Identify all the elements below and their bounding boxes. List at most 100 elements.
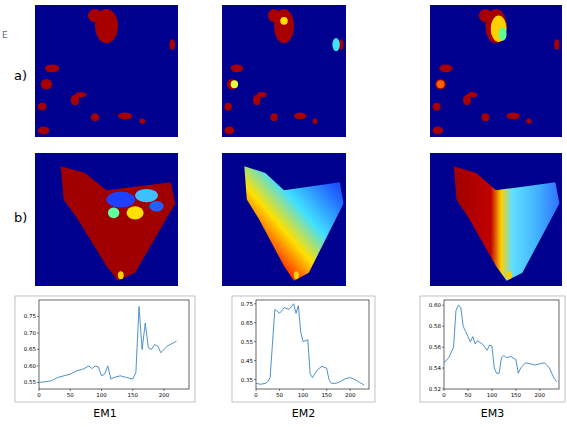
- map-region: [554, 39, 559, 50]
- tick: [37, 365, 39, 366]
- tick-label: 0.65: [241, 320, 254, 326]
- map-region: [294, 271, 299, 279]
- tick: [491, 389, 492, 391]
- tick-label: 200: [159, 392, 170, 398]
- row-label: b): [14, 210, 27, 225]
- map-region: [88, 9, 102, 22]
- chart-title: EM1: [93, 407, 116, 420]
- tick: [279, 389, 280, 391]
- map-region: [224, 126, 234, 134]
- map-region: [270, 113, 277, 121]
- tick-label: 0.65: [24, 346, 37, 352]
- panel-letter: E: [2, 30, 8, 40]
- map-region: [491, 16, 507, 42]
- tick: [444, 389, 445, 391]
- abundance-map: [222, 153, 346, 286]
- tick: [132, 389, 133, 391]
- tick: [442, 305, 444, 306]
- map-region: [268, 9, 280, 22]
- row-label: a): [14, 68, 27, 83]
- map-region: [499, 27, 507, 40]
- series-line: [256, 304, 364, 385]
- tick-label: 150: [321, 392, 332, 398]
- tick-label: 0.35: [241, 377, 254, 383]
- series-group: [256, 304, 364, 385]
- tick: [515, 389, 516, 391]
- tick-label: 0.55: [24, 379, 37, 385]
- tick-label: 0.45: [241, 358, 254, 364]
- map-region: [38, 126, 49, 134]
- tick: [254, 379, 256, 380]
- tick: [37, 382, 39, 383]
- chart-title: EM2: [292, 407, 315, 420]
- map-region: [118, 113, 132, 120]
- chart-frame: [15, 296, 195, 402]
- map-region: [437, 80, 445, 88]
- map-region: [257, 92, 267, 97]
- tick-label: 0.60: [24, 363, 37, 369]
- map-region: [61, 166, 175, 280]
- series-line: [444, 305, 557, 381]
- map-region: [38, 103, 47, 111]
- map-region: [118, 271, 124, 279]
- tick-label: 0: [442, 392, 446, 398]
- tick-label: 0.55: [241, 339, 254, 345]
- tick-label: 100: [298, 392, 309, 398]
- map-region: [91, 113, 100, 121]
- tick-label: 0.52: [429, 386, 441, 392]
- map-region: [435, 79, 446, 90]
- tick-label: 150: [128, 392, 139, 398]
- series-group: [444, 305, 557, 381]
- tick: [442, 389, 444, 390]
- map-region: [526, 119, 531, 124]
- map-region: [75, 92, 86, 97]
- tick: [256, 389, 257, 391]
- map-region: [135, 189, 158, 202]
- map-region: [479, 9, 492, 22]
- tick: [442, 326, 444, 327]
- tick-label: 150: [511, 392, 522, 398]
- map-region: [169, 39, 175, 50]
- plot-area: [444, 300, 559, 389]
- tick: [254, 322, 256, 323]
- map-region: [332, 38, 339, 51]
- map-region: [108, 208, 119, 219]
- map-region: [45, 64, 59, 72]
- tick: [254, 360, 256, 361]
- tick-label: 0.58: [429, 323, 442, 329]
- map-region: [454, 166, 560, 280]
- tick-label: 0.60: [429, 302, 442, 308]
- tick: [39, 389, 40, 391]
- map-region: [439, 64, 452, 72]
- map-region: [467, 92, 478, 97]
- tick: [467, 389, 468, 391]
- tick: [442, 368, 444, 369]
- map-region: [224, 103, 231, 111]
- tick-label: 0.54: [429, 365, 442, 371]
- map-region: [481, 113, 489, 121]
- tick: [70, 389, 71, 391]
- tick-label: 0.70: [24, 330, 37, 336]
- tick: [164, 389, 165, 391]
- tick: [350, 389, 351, 391]
- map-region: [433, 126, 444, 134]
- abundance-map: [35, 5, 178, 137]
- abundance-map: [35, 153, 178, 286]
- map-region: [149, 201, 163, 212]
- map-region: [313, 119, 318, 124]
- map-region: [41, 79, 52, 90]
- figure: Ea) b) 0 50 100 150 200 0.55 0.60 0.65 0.70 0.75 EM1…: [0, 0, 567, 427]
- tick: [442, 347, 444, 348]
- map-region: [231, 80, 238, 88]
- tick-label: 50: [67, 392, 74, 398]
- tick-label: 100: [487, 392, 498, 398]
- tick: [254, 341, 256, 342]
- map-region: [433, 103, 441, 111]
- map-region: [280, 17, 287, 25]
- map-region: [294, 113, 306, 120]
- map-region: [107, 192, 136, 208]
- tick-label: 0: [37, 392, 41, 398]
- abundance-map: [430, 153, 562, 286]
- tick-label: 100: [96, 392, 107, 398]
- tick-label: 0.75: [241, 301, 254, 307]
